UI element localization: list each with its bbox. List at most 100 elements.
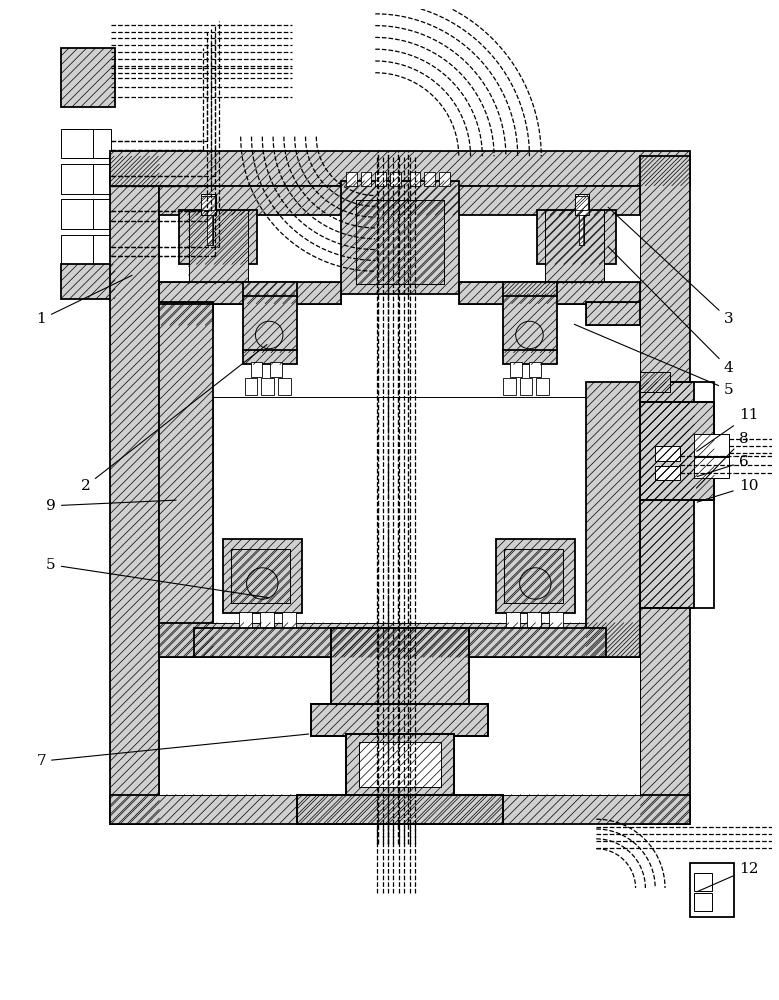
- Bar: [530, 362, 541, 377]
- Bar: [193, 628, 606, 657]
- Bar: [496, 539, 575, 613]
- Bar: [231, 549, 290, 603]
- Text: 9: 9: [46, 499, 176, 513]
- Bar: [159, 302, 213, 325]
- Bar: [243, 282, 297, 296]
- Text: 6: 6: [697, 455, 749, 477]
- Bar: [159, 186, 640, 795]
- Bar: [587, 302, 640, 325]
- Bar: [549, 612, 563, 630]
- Bar: [243, 350, 297, 364]
- Bar: [238, 612, 252, 630]
- Bar: [506, 612, 520, 630]
- Bar: [640, 402, 714, 500]
- Text: 11: 11: [696, 408, 758, 451]
- Bar: [278, 378, 291, 395]
- Text: 1: 1: [37, 275, 132, 326]
- Bar: [375, 172, 386, 186]
- Bar: [179, 210, 257, 264]
- Bar: [261, 378, 274, 395]
- Bar: [231, 549, 290, 603]
- Bar: [587, 302, 640, 325]
- Bar: [503, 350, 557, 364]
- Bar: [159, 282, 341, 304]
- Bar: [223, 539, 301, 613]
- Bar: [640, 372, 670, 392]
- Bar: [361, 172, 372, 186]
- Text: 5: 5: [574, 324, 734, 397]
- Bar: [331, 628, 468, 706]
- Bar: [251, 362, 263, 377]
- Bar: [527, 612, 541, 630]
- Bar: [93, 199, 111, 229]
- Bar: [694, 893, 712, 911]
- Bar: [110, 151, 689, 186]
- Text: 8: 8: [696, 432, 749, 488]
- Text: 5: 5: [46, 558, 270, 598]
- Bar: [159, 623, 640, 657]
- Bar: [425, 172, 435, 186]
- Bar: [213, 397, 631, 623]
- Bar: [159, 302, 213, 325]
- Bar: [341, 181, 459, 294]
- Bar: [356, 200, 444, 284]
- Bar: [694, 873, 712, 891]
- Bar: [694, 434, 729, 456]
- Bar: [503, 294, 557, 353]
- Bar: [110, 156, 159, 824]
- Bar: [694, 457, 729, 478]
- Bar: [312, 704, 488, 736]
- Bar: [260, 612, 274, 630]
- Bar: [640, 402, 714, 500]
- Bar: [282, 612, 296, 630]
- Bar: [312, 704, 488, 736]
- Bar: [640, 372, 670, 392]
- Bar: [504, 549, 563, 603]
- Bar: [159, 304, 213, 657]
- Bar: [207, 215, 213, 245]
- Bar: [202, 194, 216, 215]
- Bar: [61, 129, 93, 158]
- Bar: [297, 795, 503, 824]
- Bar: [189, 210, 248, 284]
- Bar: [61, 164, 93, 194]
- Bar: [297, 795, 503, 824]
- Bar: [270, 362, 282, 377]
- Bar: [356, 200, 444, 284]
- Text: 7: 7: [37, 734, 308, 768]
- Bar: [245, 378, 257, 395]
- Bar: [346, 734, 454, 795]
- Bar: [536, 378, 549, 395]
- Bar: [459, 282, 640, 304]
- Bar: [159, 282, 341, 304]
- Bar: [243, 294, 297, 353]
- Bar: [587, 382, 640, 657]
- Bar: [655, 466, 680, 480]
- Bar: [459, 282, 640, 304]
- Bar: [410, 172, 421, 186]
- Bar: [61, 48, 115, 107]
- Bar: [331, 628, 468, 706]
- Bar: [189, 210, 248, 284]
- Bar: [545, 210, 604, 284]
- Bar: [503, 282, 557, 296]
- Bar: [655, 446, 680, 461]
- Bar: [439, 172, 450, 186]
- Bar: [346, 734, 454, 795]
- Bar: [520, 378, 532, 395]
- Bar: [346, 172, 357, 186]
- Bar: [504, 549, 563, 603]
- Bar: [579, 215, 584, 245]
- Bar: [503, 378, 516, 395]
- Bar: [110, 795, 689, 824]
- Bar: [689, 863, 734, 917]
- Bar: [538, 210, 616, 264]
- Bar: [575, 196, 588, 210]
- Text: 10: 10: [697, 479, 758, 502]
- Text: 4: 4: [608, 247, 734, 375]
- Bar: [575, 194, 590, 215]
- Bar: [93, 235, 111, 264]
- Bar: [61, 264, 115, 299]
- Text: 3: 3: [608, 207, 734, 326]
- Bar: [390, 172, 400, 186]
